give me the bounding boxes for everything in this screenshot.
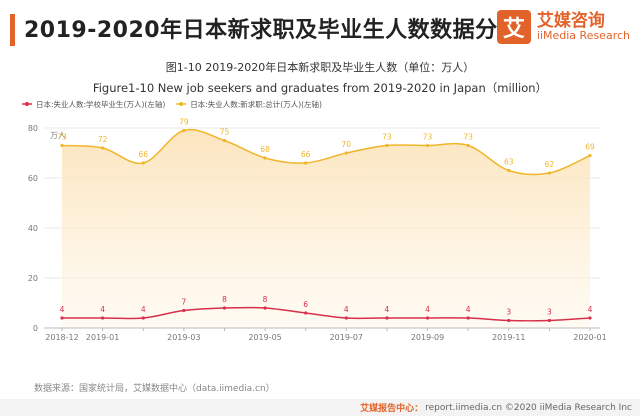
data-label: 4 — [141, 305, 146, 314]
data-label: 4 — [588, 305, 593, 314]
data-label: 4 — [425, 305, 430, 314]
legend-label: 日本:失业人数:新求职:总计(万人)(左轴) — [190, 99, 322, 109]
x-tick-label: 2019-09 — [411, 333, 444, 342]
y-axis-unit: 万人 — [50, 131, 66, 140]
x-tick-label: 2019-05 — [248, 333, 281, 342]
data-label: 73 — [57, 133, 67, 142]
x-tick-label: 2019-11 — [492, 333, 525, 342]
data-point — [466, 143, 470, 148]
data-label: 68 — [260, 145, 270, 154]
graduates-line — [62, 306, 591, 322]
data-point — [588, 153, 592, 158]
seekers-area-fill — [62, 129, 590, 328]
y-tick-label: 0 — [33, 324, 38, 333]
data-label: 73 — [423, 133, 433, 142]
data-label: 8 — [263, 295, 268, 304]
x-tick-label: 2020-01 — [573, 333, 606, 342]
data-label: 66 — [301, 150, 311, 159]
data-label: 4 — [60, 305, 65, 314]
data-label: 63 — [504, 158, 514, 167]
data-point — [222, 138, 227, 143]
chart-subtitle: Figure1-10 New job seekers and graduates… — [93, 81, 547, 95]
data-point — [222, 306, 227, 310]
data-point — [466, 316, 470, 320]
data-label: 69 — [585, 143, 595, 152]
data-label: 4 — [466, 305, 471, 314]
legend-label: 日本:失业人数:学校毕业生(万人)(左轴) — [36, 99, 165, 109]
y-tick-label: 80 — [28, 124, 38, 133]
page-footer: 艾媒报告中心： report.iimedia.cn ©2020 iiMedia … — [0, 399, 640, 416]
data-label: 62 — [545, 160, 555, 169]
logo-text: 艾媒咨询 iiMedia Research — [536, 10, 630, 43]
chart-title: 图1-10 2019-2020年日本新求职及毕业生人数（单位：万人） — [166, 60, 474, 74]
data-point — [141, 161, 145, 165]
data-point — [60, 316, 64, 320]
data-label: 75 — [220, 128, 230, 137]
title-accent-bar — [10, 14, 15, 46]
data-point — [547, 171, 551, 175]
data-point — [385, 143, 389, 148]
data-label: 7 — [181, 298, 186, 307]
data-label: 8 — [222, 295, 227, 304]
data-label: 4 — [344, 305, 349, 314]
data-point — [141, 316, 145, 320]
chart-legend: 日本:失业人数:学校毕业生(万人)(左轴) 日本:失业人数:新求职:总计(万人)(… — [22, 99, 322, 109]
data-source: 数据来源：国家统计局，艾媒数据中心（data.iimedia.cn） — [34, 384, 275, 394]
x-tick-label: 2018-12 — [45, 333, 78, 342]
data-point — [547, 318, 551, 323]
data-point — [588, 316, 592, 320]
data-label: 6 — [303, 300, 308, 309]
data-label: 73 — [382, 133, 392, 142]
data-label: 73 — [463, 133, 473, 142]
footer-logo: 艾媒报告中心： — [360, 404, 424, 414]
legend-marker — [179, 102, 184, 106]
data-point — [304, 161, 308, 165]
data-point — [344, 151, 348, 155]
data-label: 4 — [100, 305, 105, 314]
x-tick-label: 2019-03 — [167, 333, 200, 342]
data-label: 72 — [98, 135, 108, 144]
data-point — [101, 316, 105, 320]
brand-logo: 艾 艾媒咨询 iiMedia Research — [496, 10, 630, 44]
data-label: 3 — [506, 308, 511, 317]
data-point — [182, 128, 186, 133]
data-point — [263, 156, 267, 160]
logo-mark: 艾 — [496, 10, 531, 44]
data-label: 66 — [138, 150, 148, 159]
data-point — [507, 318, 511, 323]
chart-lines — [61, 128, 591, 322]
chart-data-labels: 4 4 4 7 8 8 6 4 4 4 4 3 3 4 73 72 66 79 75 68 66 70 73 73 73 63 62… — [57, 118, 595, 317]
data-label: 4 — [385, 305, 390, 314]
data-point — [304, 311, 308, 315]
data-point — [182, 308, 186, 313]
legend-marker — [25, 102, 29, 106]
data-label: 3 — [547, 308, 552, 317]
data-point — [263, 306, 267, 310]
data-point — [425, 143, 430, 148]
seekers-line — [61, 128, 591, 176]
data-point — [385, 316, 389, 320]
data-point — [101, 146, 105, 150]
footer-text: report.iimedia.cn ©2020 iiMedia Research… — [425, 402, 632, 413]
chart-axes: 0 20 40 60 80 2018-12 2019-01 2019-03 2019-05 201… — [28, 124, 607, 342]
y-tick-label: 20 — [28, 274, 38, 283]
x-tick-label: 2019-01 — [86, 333, 119, 342]
logo-name-en: iiMedia Research — [536, 29, 630, 43]
page-title: 2019-2020年日本新求职及毕业生人数数据分析 — [24, 18, 521, 43]
data-point — [60, 143, 64, 148]
data-label: 70 — [342, 140, 352, 149]
data-point — [344, 316, 348, 320]
y-tick-label: 40 — [28, 224, 38, 233]
chart-points — [60, 128, 592, 323]
logo-name-cn: 艾媒咨询 — [536, 10, 605, 31]
data-point — [507, 168, 511, 173]
chart-area — [62, 129, 590, 328]
y-tick-label: 60 — [28, 174, 38, 183]
data-label: 79 — [179, 118, 189, 127]
data-point — [425, 316, 430, 320]
x-tick-label: 2019-07 — [330, 333, 363, 342]
